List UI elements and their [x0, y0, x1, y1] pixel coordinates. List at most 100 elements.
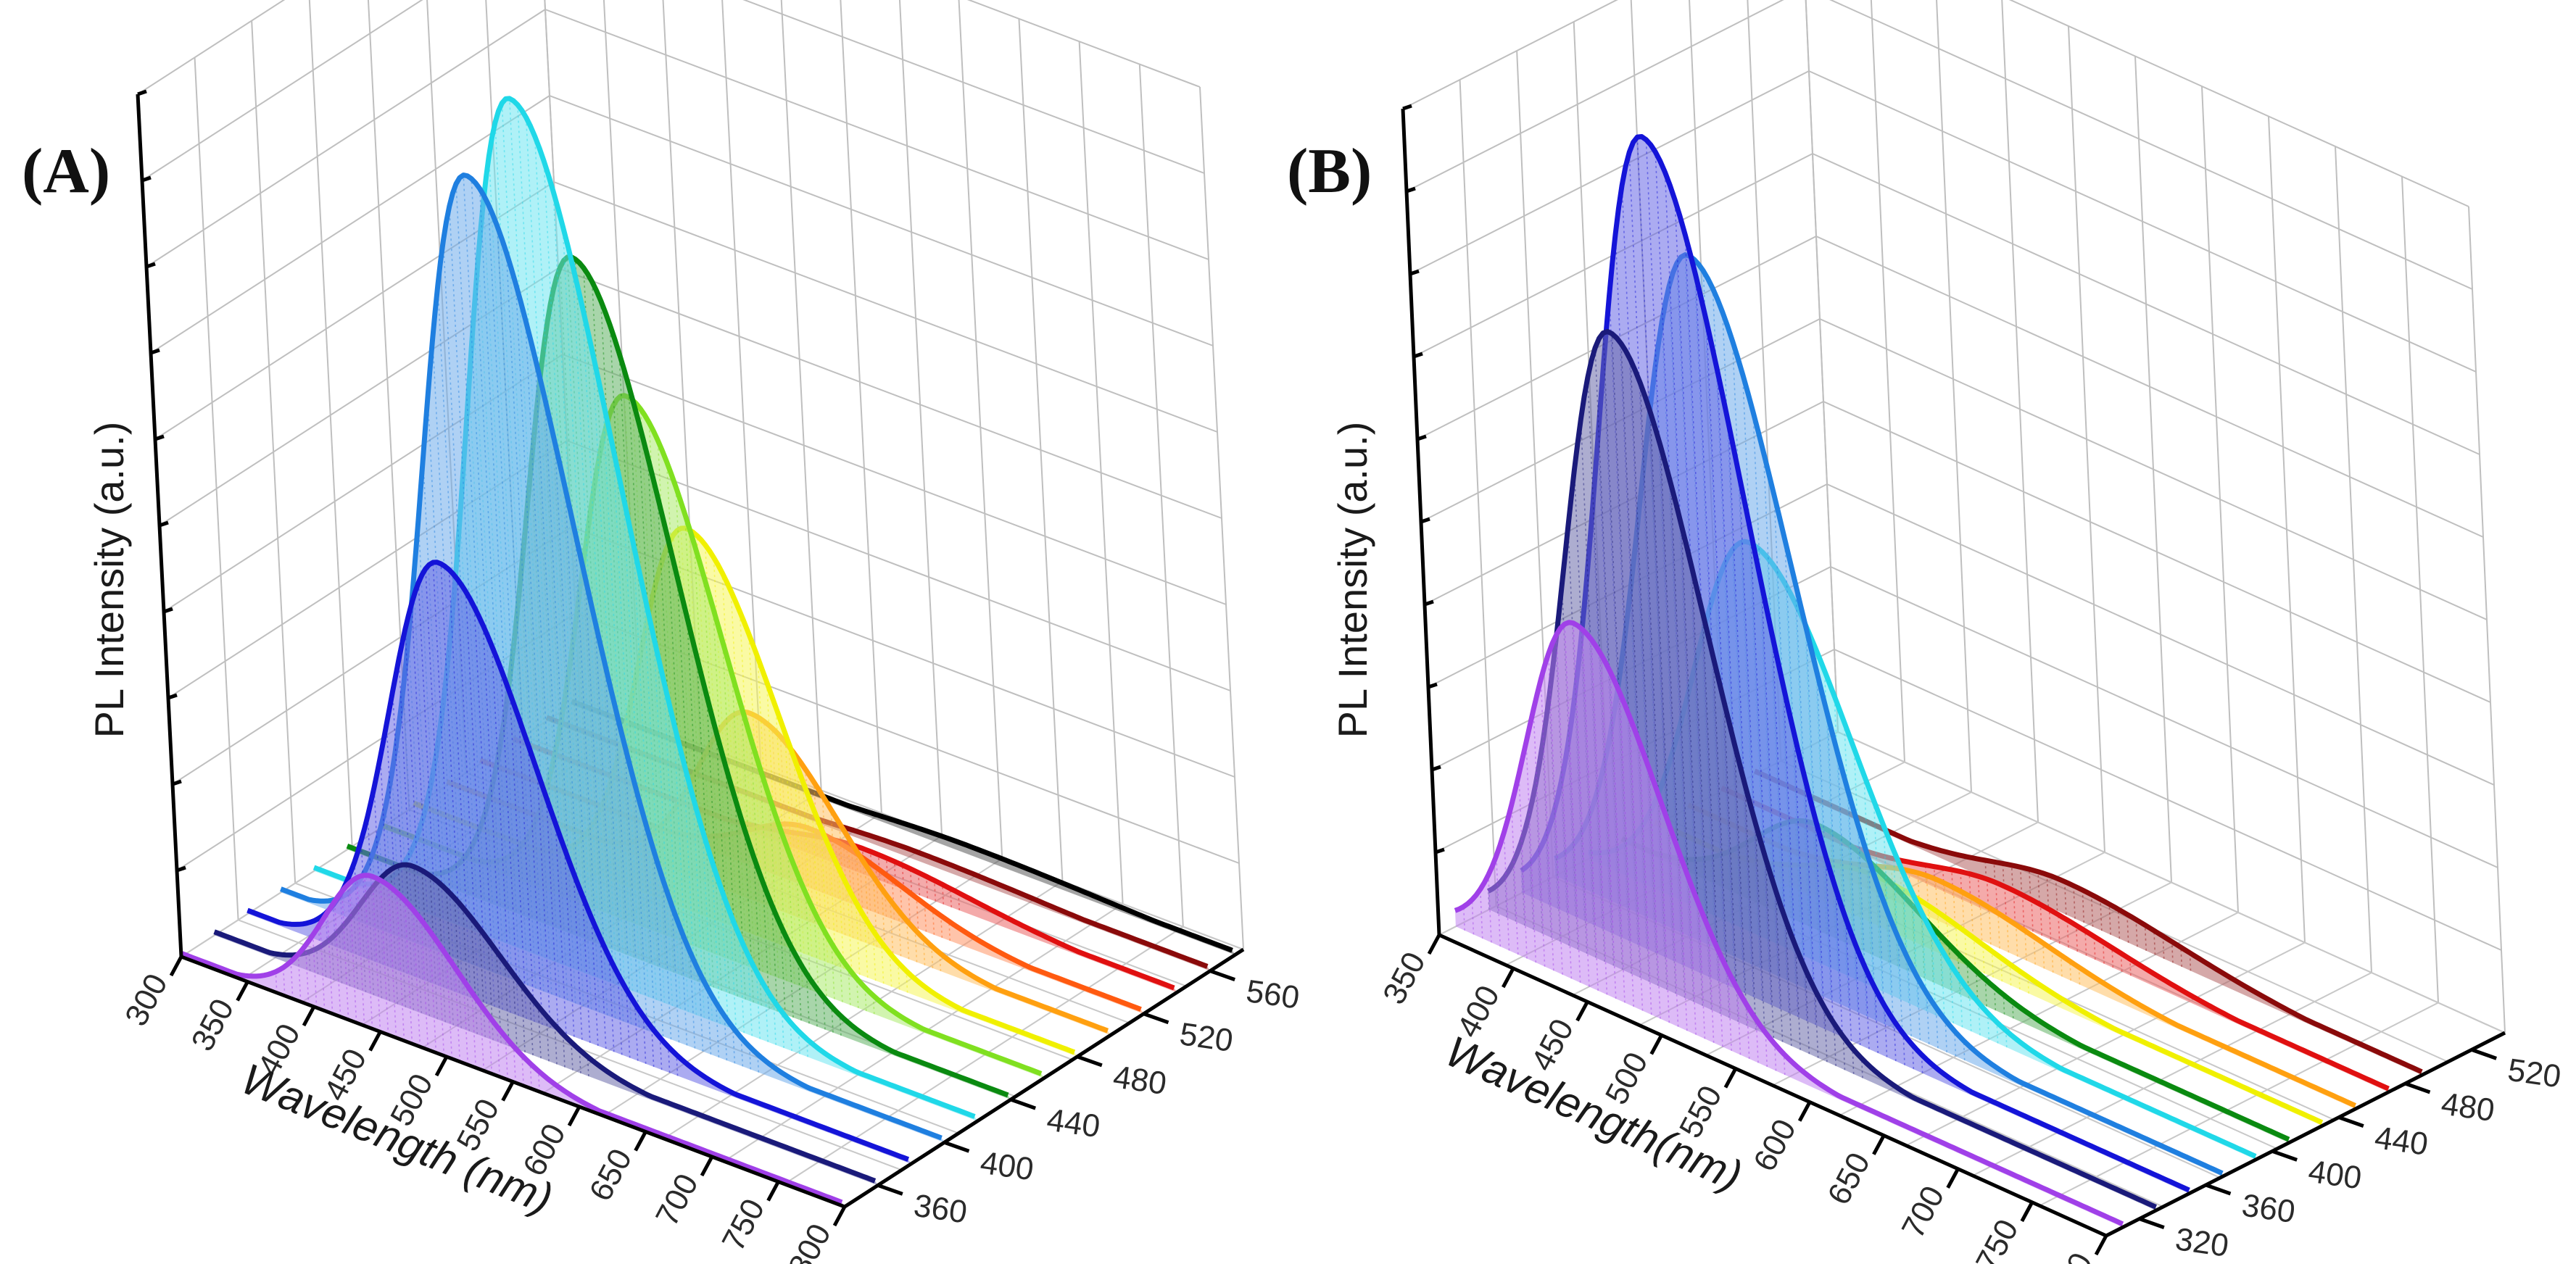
- spectrum-hatch-line: [764, 986, 769, 1042]
- spectrum-hatch-line: [766, 682, 781, 945]
- spectrum-hatch-line: [1991, 951, 1994, 978]
- gridline-back-wall: [1870, 0, 1905, 762]
- spectrum-hatch-line: [1688, 879, 1697, 1035]
- spectrum-hatch-line: [1658, 797, 1670, 1023]
- spectrum-hatch-line: [563, 849, 575, 1037]
- z-axis-tick: [150, 348, 160, 355]
- spectrum-hatch-line: [1814, 990, 1819, 1058]
- gridline-back-wall: [780, 0, 822, 791]
- spectrum-hatch-line: [1816, 671, 1832, 1000]
- gridline-left-wall: [141, 0, 423, 181]
- gridline-floor: [1972, 972, 2372, 1176]
- spectrum-hatch-line: [425, 568, 447, 989]
- y-axis-tick: [1209, 969, 1235, 981]
- x-axis-tick: [236, 981, 249, 1002]
- spectrum-hatch-line: [805, 973, 810, 1024]
- x-axis-tick: [1649, 1034, 1663, 1055]
- spectrum-hatch-line: [537, 771, 551, 1028]
- y-tick-label: 400: [978, 1145, 1036, 1188]
- spectrum-hatch-line: [2031, 899, 2034, 932]
- spectrum-hatch-line: [864, 987, 867, 1012]
- y-tick-label: 360: [2240, 1187, 2298, 1230]
- spectrum-hatch-line: [689, 952, 696, 1049]
- x-tick-label: 350: [1376, 947, 1433, 1010]
- x-axis-tick: [1575, 1001, 1589, 1022]
- spectrum-hatch-line: [397, 865, 407, 1007]
- spectrum-hatch-line: [463, 980, 469, 1065]
- spectrum-hatch-line: [1785, 920, 1792, 1047]
- gridline-back-wall: [553, 181, 1218, 433]
- spectrum-hatch-line: [906, 970, 908, 993]
- spectrum-hatch-line: [2046, 874, 2050, 907]
- spectrum-hatch-line: [479, 1004, 485, 1071]
- spectrum-hatch-line: [662, 879, 672, 1040]
- spectrum-hatch-line: [880, 942, 885, 984]
- spectrum-hatch-line: [1805, 969, 1810, 1055]
- spectrum-hatch-line: [471, 918, 478, 1035]
- spectrum-hatch-line: [413, 866, 423, 1014]
- spectrum-hatch-line: [885, 857, 889, 883]
- y-tick-label: 320: [2173, 1221, 2231, 1264]
- spectrum-hatch-line: [1471, 899, 1475, 935]
- spectrum-hatch-line: [1793, 734, 1807, 1021]
- spectrum-hatch-line: [552, 191, 594, 976]
- z-axis-tick: [1424, 599, 1434, 607]
- gridline-left-wall: [150, 95, 550, 354]
- gridline-floor: [1905, 941, 2306, 1147]
- spectrum-line: [180, 873, 843, 1205]
- spectrum-hatch-line: [881, 889, 886, 951]
- spectrum-hatch-line: [1971, 897, 1974, 937]
- spectrum-hatch-line: [2100, 899, 2103, 931]
- y-axis-tick: [2404, 1081, 2431, 1094]
- spectrum-hatch-line: [1462, 906, 1465, 931]
- gridline-back-wall: [1808, 70, 2477, 373]
- x-axis-tick: [766, 1181, 780, 1202]
- spectrum-hatch-line: [379, 880, 389, 1035]
- x-axis-tick: [1946, 1168, 1960, 1189]
- spectrum-hatch-line: [1942, 868, 1945, 892]
- z-axis-tick: [1428, 682, 1438, 689]
- spectrum-hatch-line: [1935, 1007, 1939, 1049]
- spectrum-hatch-line: [877, 855, 881, 881]
- gridline-back-wall: [2008, 0, 2469, 207]
- spectrum-hatch-line: [739, 611, 757, 936]
- spectrum-hatch-line: [290, 961, 294, 999]
- spectrum-hatch-line: [364, 875, 373, 1029]
- spectrum-hatch-line: [421, 920, 429, 1050]
- gridline-back-wall: [966, 0, 1201, 88]
- spectrum-hatch-line: [2013, 890, 2016, 924]
- spectrum-hatch-line: [748, 1046, 752, 1070]
- spectrum-hatch-line: [750, 739, 763, 973]
- spectrum-hatch-line: [1987, 1013, 1990, 1040]
- spectrum-hatch-line: [2051, 949, 2054, 973]
- spectrum-hatch-line: [1716, 370, 1746, 994]
- z-axis-tick: [176, 865, 186, 873]
- spectrum-hatch-line: [1525, 741, 1537, 963]
- spectrum-hatch-line: [1580, 419, 1606, 962]
- spectrum-hatch-line: [837, 868, 845, 969]
- spectrum-hatch-line: [797, 960, 802, 1021]
- spectrum-hatch-line: [724, 1015, 728, 1061]
- spectrum-hatch-line: [622, 496, 650, 997]
- gridline-left-wall: [308, 0, 353, 847]
- spectrum-hatch-line: [659, 1037, 663, 1070]
- gridline-left-wall: [146, 9, 546, 267]
- spectrum-hatch-line: [741, 707, 755, 970]
- spectrum-hatch-line: [500, 668, 519, 1016]
- spectrum-hatch-line: [820, 828, 829, 963]
- spectrum-hatch-line: [796, 872, 803, 987]
- spectrum-hatch-line: [1842, 1036, 1846, 1070]
- spectrum-hatch-line: [1765, 1032, 1768, 1068]
- spectrum-hatch-line: [802, 782, 813, 957]
- spectrum-hatch-line: [831, 943, 835, 999]
- spectrum-hatch-line: [554, 1025, 558, 1065]
- spectrum-hatch-line: [1865, 968, 1870, 1049]
- y-axis-line: [843, 947, 1245, 1209]
- spectrum-hatch-line: [2000, 957, 2003, 982]
- gridline-left-wall: [1409, 70, 1810, 275]
- spectrum-hatch-line: [813, 911, 819, 994]
- y-axis-tick: [1143, 1012, 1169, 1025]
- z-axis-tick: [1420, 517, 1430, 524]
- spectrum-hatch-line: [2075, 925, 2079, 952]
- spectrum-hatch-line: [513, 1046, 516, 1083]
